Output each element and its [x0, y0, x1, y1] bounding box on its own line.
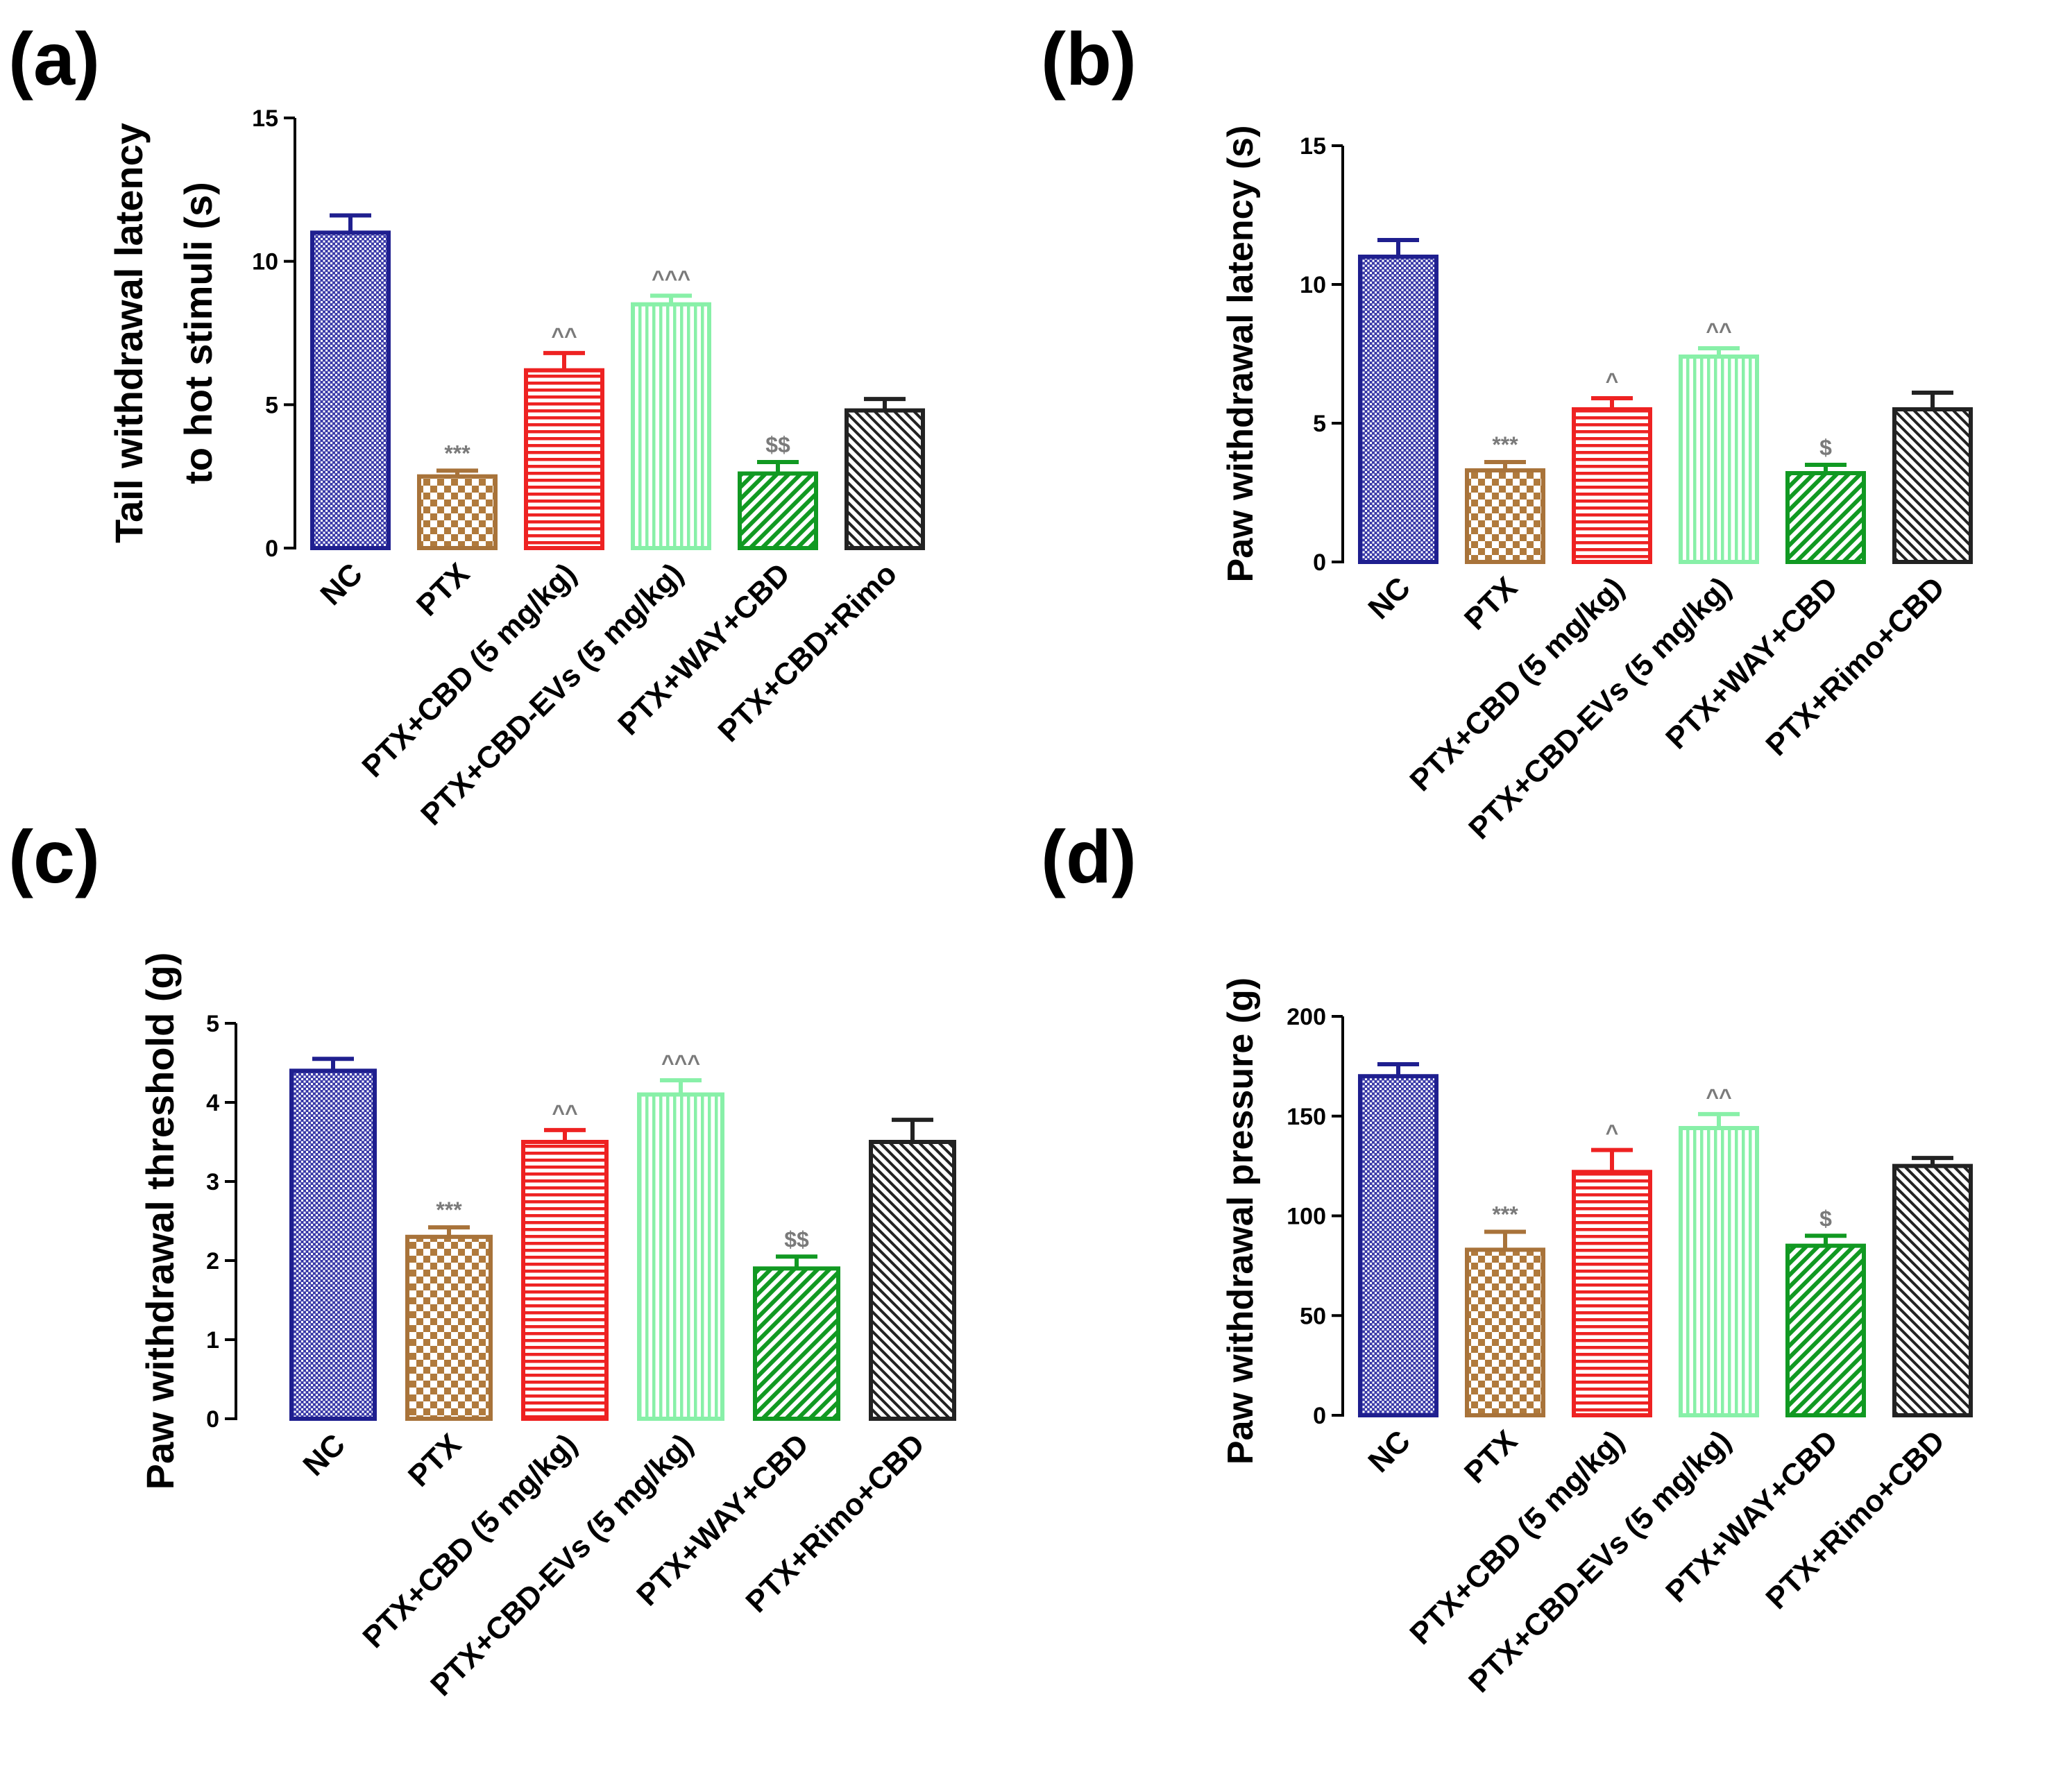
- bar-nc: [1358, 1074, 1438, 1417]
- panel-label: (d): [1041, 814, 1137, 898]
- x-tick-label: PTX+CBD (5 mg/kg): [1403, 570, 1631, 798]
- bar-nc: [310, 230, 391, 550]
- bar-way: [1785, 1243, 1866, 1417]
- y-tick-label: 0: [1313, 549, 1326, 576]
- significance-label: $$: [784, 1227, 809, 1252]
- significance-label: ***: [1492, 1202, 1518, 1227]
- x-tick-label: PTX+CBD+Rimo: [711, 556, 903, 749]
- bar-way: [1785, 471, 1866, 564]
- x-tick-label: PTX+Rimo+CBD: [1759, 1424, 1951, 1616]
- y-tick-label: 15: [252, 105, 278, 132]
- significance-label: ^: [1606, 368, 1619, 393]
- bar-evs: [637, 1092, 724, 1421]
- x-tick-label: NC: [1361, 570, 1417, 626]
- x-tick-label: PTX: [1458, 570, 1524, 636]
- significance-label: ***: [444, 441, 470, 466]
- bar-cbd: [1572, 1170, 1652, 1417]
- y-tick-label: 0: [265, 536, 278, 562]
- y-tick-label: 50: [1300, 1303, 1326, 1329]
- y-tick-label: 2: [206, 1248, 219, 1274]
- bar-ptx: [1465, 1247, 1545, 1417]
- y-tick-label: 10: [1300, 272, 1326, 298]
- bar-cbd: [524, 368, 604, 550]
- y-tick-label: 0: [206, 1406, 219, 1433]
- significance-label: ^^: [1706, 1084, 1731, 1109]
- bar-evs: [1679, 1126, 1759, 1417]
- x-tick-label: PTX: [1458, 1424, 1524, 1490]
- y-tick-label: 0: [1313, 1403, 1326, 1429]
- significance-label: $: [1819, 435, 1832, 460]
- panel-label: (c): [8, 814, 100, 898]
- significance-label: ***: [1492, 432, 1518, 457]
- y-tick-label: 4: [206, 1090, 219, 1116]
- x-tick-label: PTX: [402, 1427, 468, 1493]
- bar-ptx: [405, 1234, 493, 1422]
- significance-label: ^^^: [652, 266, 690, 291]
- y-axis-label: Paw withdrawal threshold (g): [138, 953, 182, 1490]
- panel-a: (a) Tail withdrawal latency to hot stimu…: [8, 17, 925, 832]
- y-tick-label: 200: [1287, 1004, 1326, 1030]
- x-tick-label: PTX+CBD (5 mg/kg): [1403, 1424, 1631, 1651]
- x-tick-label: PTX+Rimo+CBD: [1759, 570, 1951, 762]
- x-tick-label: PTX: [410, 556, 476, 622]
- y-tick-label: 5: [1313, 411, 1326, 437]
- y-tick-label: 150: [1287, 1104, 1326, 1130]
- significance-label: ^^^: [661, 1050, 700, 1075]
- bar-way: [753, 1266, 840, 1422]
- bar-rimo: [1892, 1163, 1973, 1417]
- y-tick-label: 3: [206, 1169, 219, 1195]
- panel-c: (c) Paw withdrawal threshold (g) 0 1 2 3 4 5 N…: [8, 814, 956, 1703]
- bar-nc: [289, 1068, 377, 1422]
- bar-cbd: [521, 1140, 609, 1421]
- bar-evs: [1679, 355, 1759, 564]
- y-axis-label-line-1: Tail withdrawal latency: [107, 123, 151, 543]
- y-tick-label: 5: [206, 1011, 219, 1037]
- panel-b: (b) Paw withdrawal latency (s) 0 5 10 15 NC *…: [1041, 17, 1973, 846]
- bar-way: [738, 471, 818, 550]
- y-axis-label: Paw withdrawal latency (s): [1221, 126, 1261, 583]
- y-axis-label-line-2: to hot stimuli (s): [176, 182, 220, 484]
- panel-label: (b): [1041, 17, 1137, 101]
- significance-label: ^: [1606, 1120, 1619, 1145]
- significance-label: ***: [436, 1197, 462, 1222]
- significance-label: $: [1819, 1206, 1832, 1231]
- bar-rimo: [869, 1140, 956, 1421]
- bar-cbd: [1572, 407, 1652, 564]
- y-axis-label: Paw withdrawal pressure (g): [1221, 978, 1261, 1465]
- significance-label: ^^: [551, 323, 577, 348]
- panel-label: (a): [8, 17, 100, 101]
- bar-evs: [631, 302, 711, 550]
- bar-ptx: [1465, 468, 1545, 564]
- significance-label: ^^: [1706, 318, 1731, 343]
- x-tick-label: NC: [314, 556, 369, 612]
- x-tick-label: NC: [1361, 1424, 1417, 1479]
- panel-d: (d) Paw withdrawal pressure (g) 0 50 100 15…: [1041, 814, 1973, 1699]
- bar-nc: [1358, 255, 1438, 564]
- significance-label: $$: [765, 432, 790, 457]
- bar-rimo: [1892, 407, 1973, 564]
- y-tick-label: 15: [1300, 133, 1326, 160]
- y-tick-label: 10: [252, 249, 278, 275]
- x-tick-label: PTX+CBD (5 mg/kg): [355, 556, 583, 784]
- y-tick-label: 5: [265, 392, 278, 418]
- bar-rimo: [844, 408, 925, 550]
- significance-label: ^^: [552, 1100, 577, 1125]
- y-tick-label: 100: [1287, 1204, 1326, 1230]
- bar-ptx: [417, 474, 498, 551]
- x-tick-label: NC: [296, 1427, 352, 1483]
- y-tick-label: 1: [206, 1327, 219, 1354]
- x-tick-label: PTX+CBD (5 mg/kg): [356, 1427, 584, 1655]
